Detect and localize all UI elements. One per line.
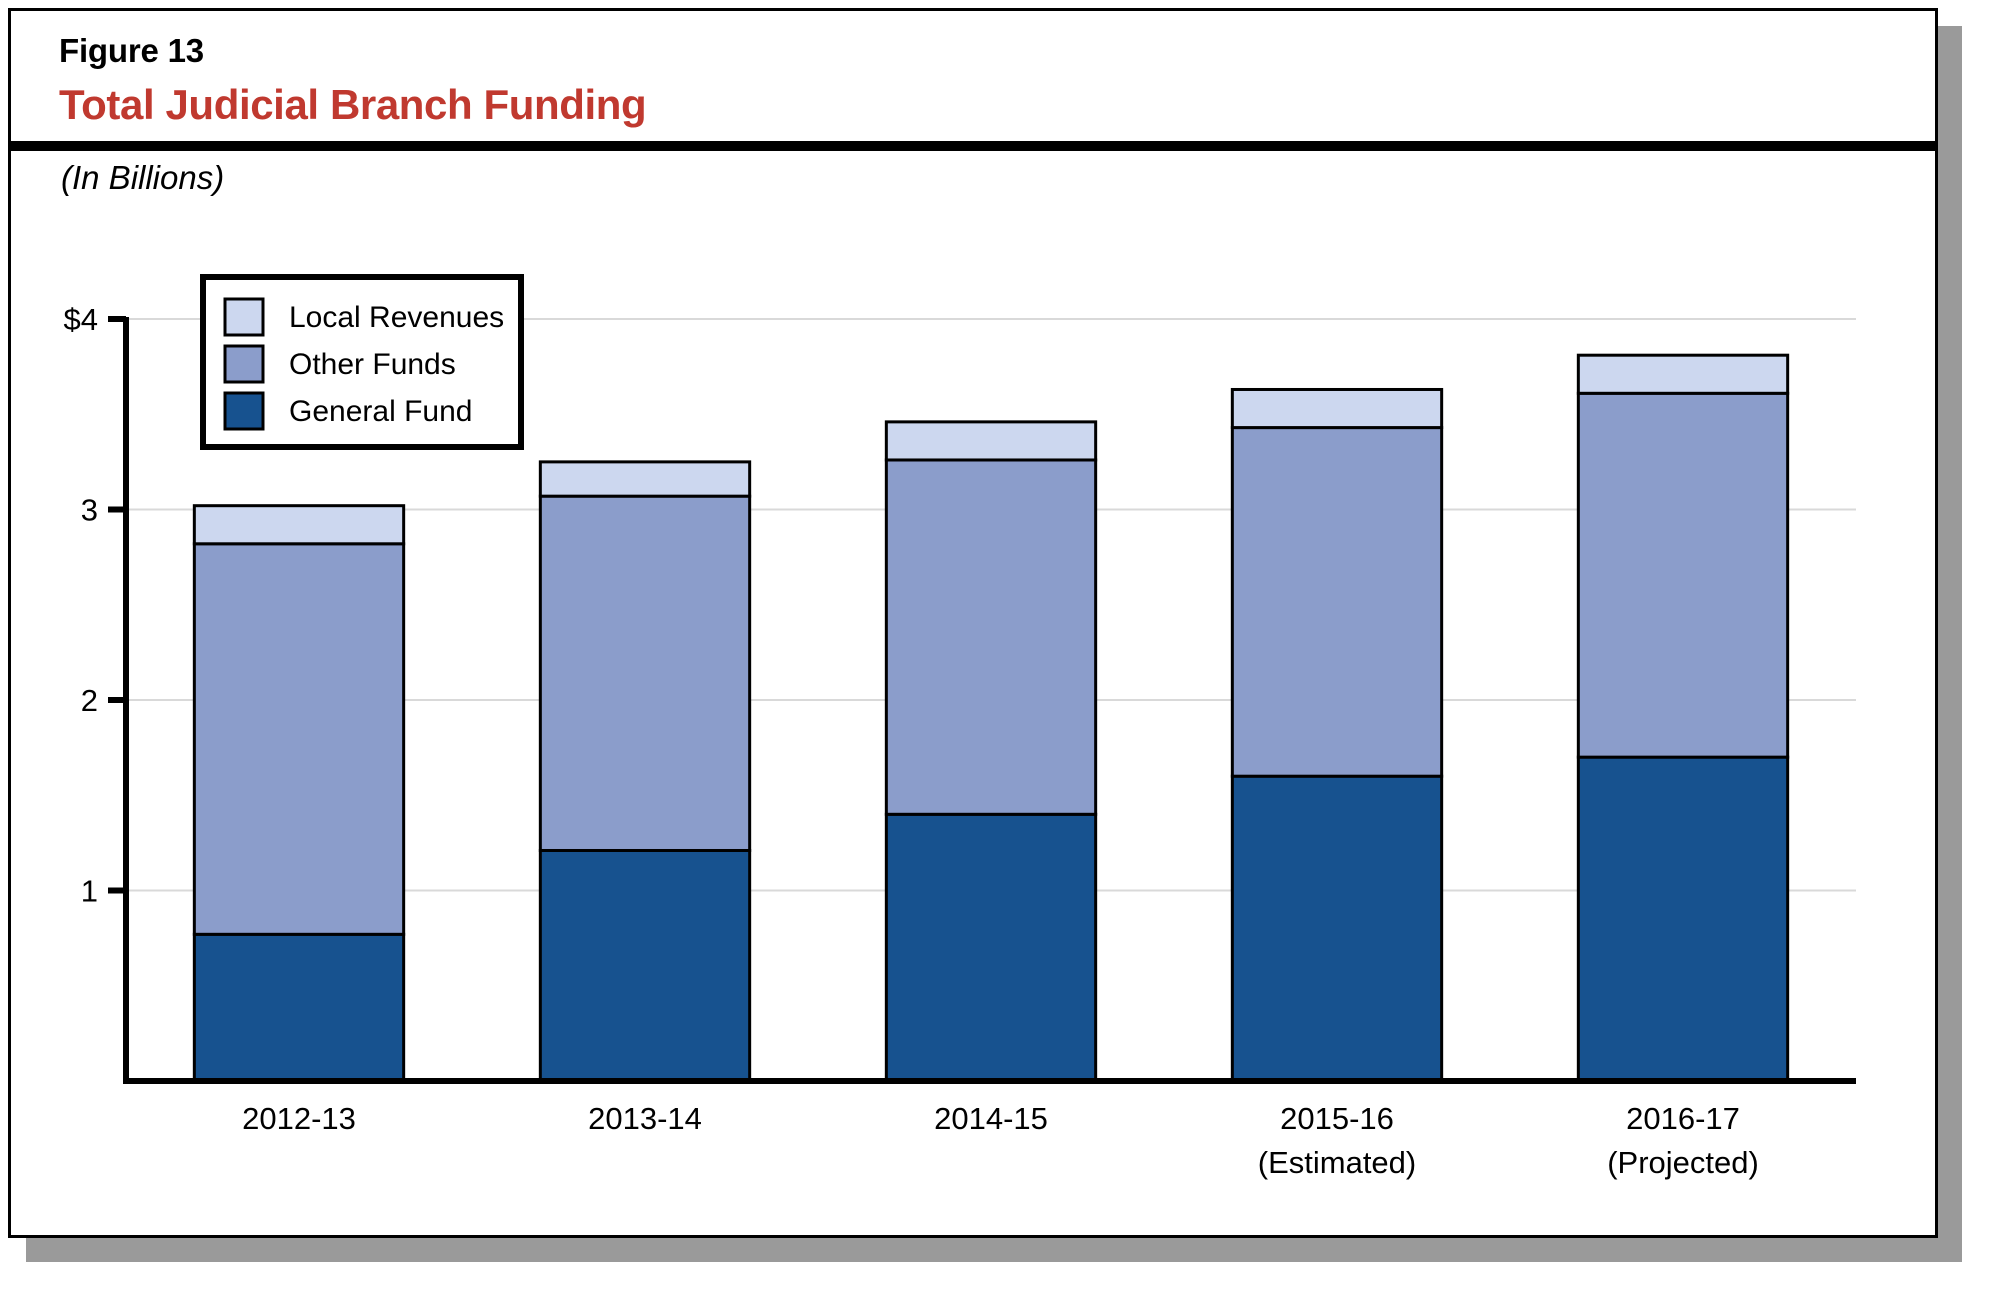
bar-segment-local-revenues: [192, 504, 406, 546]
x-axis-labels: 2012-13 2013-14 2014-15 2015-16 (Estimated) 2…: [242, 1101, 1759, 1180]
bar-segment-local-revenues: [884, 420, 1098, 462]
bar-segment-general-fund: [1230, 774, 1444, 1083]
figure-container: Figure 13 Total Judicial Branch Funding …: [8, 8, 1962, 1262]
x-axis-label: 2016-17: [1626, 1101, 1740, 1136]
bar-segment-other-funds: [1230, 426, 1444, 778]
y-tick-label: 3: [81, 493, 98, 528]
x-axis-label: 2012-13: [242, 1101, 356, 1136]
chart-legend: Local Revenues Other Funds General Fund: [200, 274, 524, 450]
y-tick-label: 2: [81, 683, 98, 718]
header-divider: [11, 141, 1935, 151]
legend-label: Other Funds: [289, 348, 456, 381]
legend-swatch-general-fund: [223, 391, 265, 431]
legend-swatch-local-revenues: [223, 297, 265, 337]
figure-card: Figure 13 Total Judicial Branch Funding …: [8, 8, 1938, 1238]
bar-segment-general-fund: [884, 812, 1098, 1083]
bars: [192, 353, 1790, 1083]
page-title: Total Judicial Branch Funding: [59, 81, 647, 129]
legend-label: Local Revenues: [289, 301, 504, 334]
bar-segment-local-revenues: [538, 460, 752, 498]
x-axis-label: 2014-15: [934, 1101, 1048, 1136]
bar-segment-other-funds: [538, 494, 752, 852]
figure-subtitle: (In Billions): [61, 159, 225, 196]
y-tick-label: $4: [64, 302, 98, 337]
legend-swatch-other-funds: [223, 344, 265, 384]
bar-segment-general-fund: [538, 848, 752, 1083]
y-tick-label: 1: [81, 874, 98, 909]
legend-label: General Fund: [289, 395, 472, 428]
bar-segment-general-fund: [192, 932, 406, 1083]
bar-segment-other-funds: [1576, 391, 1790, 759]
bar-segment-other-funds: [884, 458, 1098, 816]
x-axis-label-note: (Projected): [1607, 1145, 1759, 1180]
bar-segment-local-revenues: [1576, 353, 1790, 395]
x-axis-label-note: (Estimated): [1258, 1145, 1416, 1180]
x-axis-label: 2013-14: [588, 1101, 702, 1136]
x-axis-label: 2015-16: [1280, 1101, 1394, 1136]
stacked-bar-chart: 1 2 3 $4 2012-13 2013-14 2014-15 2015-16 (Estim…: [64, 274, 1856, 1180]
bar-segment-local-revenues: [1230, 387, 1444, 430]
figure-header: Figure 13 Total Judicial Branch Funding: [11, 11, 1935, 130]
bar-segment-general-fund: [1576, 755, 1790, 1083]
figure-number: Figure 13: [59, 32, 204, 69]
y-axis-ticks: 1 2 3 $4: [64, 302, 126, 909]
bar-segment-other-funds: [192, 542, 406, 936]
chart-plot-area: 1 2 3 $4 2012-13 2013-14 2014-15 2015-16 (Estim…: [11, 11, 1941, 1241]
